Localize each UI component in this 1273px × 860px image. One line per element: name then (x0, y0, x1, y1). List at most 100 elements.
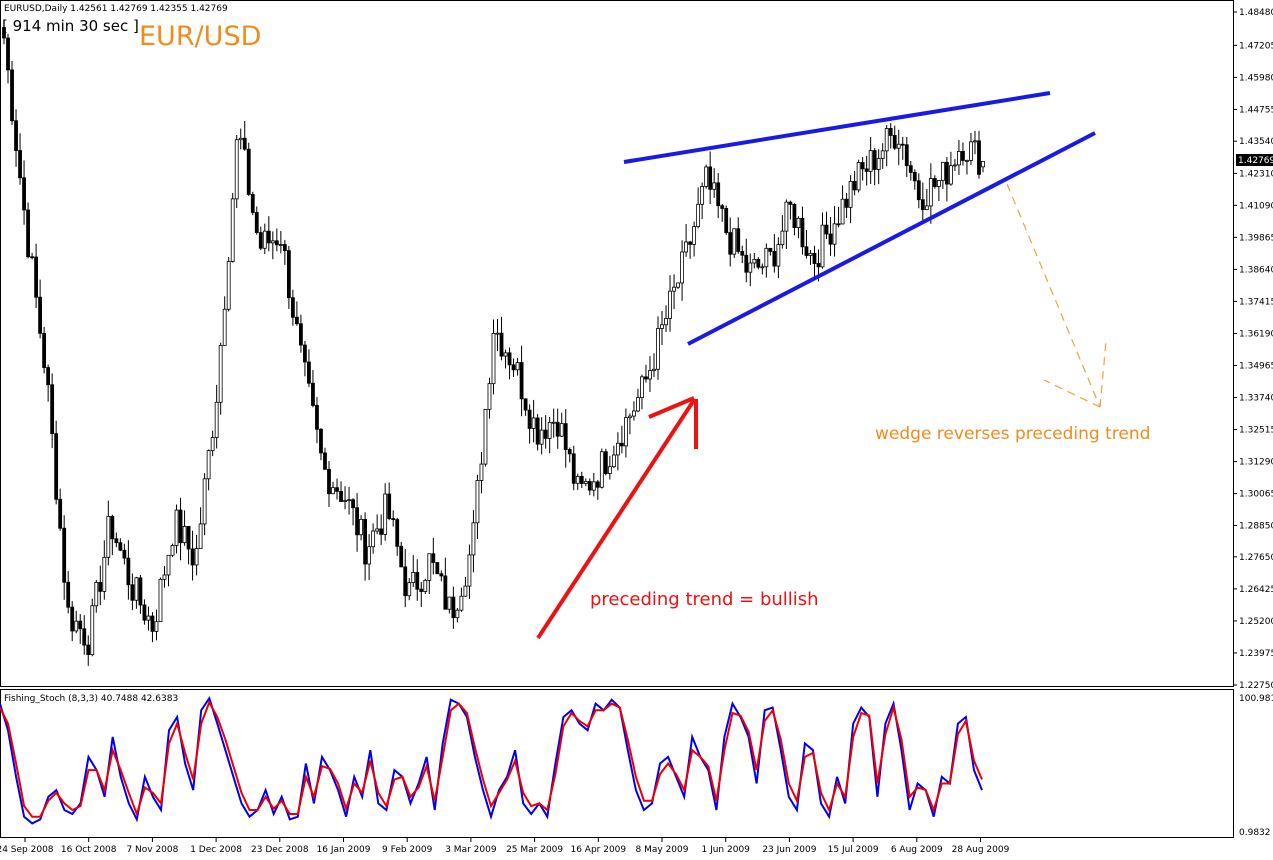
candle (965, 159, 969, 175)
candle (884, 125, 889, 167)
candle (772, 234, 777, 273)
candle (908, 160, 913, 181)
candle (820, 212, 825, 269)
candle (607, 455, 612, 480)
candle (138, 574, 143, 614)
x-tick-label: 1 Jun 2009 (701, 845, 750, 855)
candle (812, 245, 817, 279)
candle (961, 142, 965, 166)
candle (114, 532, 119, 548)
candle (567, 447, 572, 463)
candle (896, 129, 901, 166)
candle (359, 515, 363, 541)
candle (286, 245, 291, 309)
candle (920, 182, 925, 224)
candle (403, 548, 408, 608)
candle (503, 349, 508, 369)
candle (676, 282, 680, 289)
candle (704, 164, 709, 189)
y-tick-label: 1.22750 (1239, 681, 1273, 691)
candle (664, 305, 668, 333)
candle (844, 192, 849, 218)
candle (190, 530, 195, 581)
candle (367, 534, 372, 580)
forecast-arrow (1006, 183, 1107, 408)
candle (668, 275, 672, 332)
x-tick-label: 9 Feb 2009 (382, 845, 433, 855)
candle (732, 228, 737, 258)
candle (720, 203, 725, 222)
candle (290, 289, 295, 326)
candle (471, 510, 476, 573)
candle (274, 228, 279, 252)
candle (202, 473, 207, 536)
candle (266, 216, 271, 252)
candle (6, 33, 10, 84)
candle (515, 357, 520, 376)
y-tick-label: 1.39865 (1239, 233, 1273, 243)
candle (527, 404, 532, 444)
candle (788, 200, 793, 220)
candle (579, 471, 584, 489)
candle (435, 562, 440, 575)
candle (563, 409, 568, 468)
indicator-label: Fishing_Stoch (8,3,3) 40.7488 42.6383 (4, 694, 178, 704)
candle (748, 253, 753, 287)
candle (186, 526, 191, 565)
candle (2, 22, 6, 45)
timer-label: [ 914 min 30 sec ] (2, 17, 139, 35)
candle (122, 543, 127, 565)
candle (547, 417, 552, 454)
y-tick-label: 1.45980 (1239, 73, 1273, 83)
candle (335, 478, 339, 500)
candle (904, 137, 909, 178)
x-tick-label: 23 Dec 2008 (251, 845, 309, 855)
y-tick-label: 1.25200 (1239, 617, 1273, 627)
candle (599, 448, 604, 489)
candle (551, 408, 556, 438)
last-price-label: 1.42769 (1238, 156, 1273, 166)
x-tick-label: 1 Dec 2008 (190, 845, 242, 855)
indicator-max: 100.9810 (1239, 694, 1273, 704)
stoch-lines (0, 696, 983, 825)
candle (587, 478, 592, 496)
candle (499, 316, 504, 361)
indicator-min: 0.9832 (1239, 828, 1271, 838)
y-tick-label: 1.28850 (1239, 521, 1273, 531)
candle (383, 483, 388, 541)
candle (708, 151, 713, 205)
candle (583, 478, 588, 487)
y-tick-label: 1.48480 (1239, 8, 1273, 18)
candle (375, 514, 380, 535)
candle (804, 229, 809, 259)
candle (531, 399, 536, 443)
y-tick-label: 1.30065 (1239, 490, 1273, 500)
y-tick-label: 1.26425 (1239, 585, 1273, 595)
candle (740, 245, 745, 264)
x-tick-label: 25 Mar 2009 (506, 845, 563, 855)
candle (170, 543, 175, 557)
candle (86, 635, 91, 666)
price-axis: 1.48480 1.47205 1.45980 1.44755 1.43540 1.423… (1233, 8, 1273, 691)
x-tick-label: 6 Aug 2009 (891, 845, 943, 855)
candle (419, 581, 424, 607)
candle (523, 398, 528, 416)
candle (246, 142, 251, 196)
candle (800, 206, 805, 255)
candle (451, 586, 456, 629)
candle (876, 149, 881, 185)
candle (924, 188, 929, 211)
candle (214, 384, 219, 449)
candle (198, 507, 203, 550)
candle (672, 274, 676, 310)
candle (628, 413, 632, 435)
bullish-arrow (536, 396, 698, 640)
candle (82, 615, 87, 655)
candle (323, 447, 327, 470)
candle (371, 523, 376, 554)
last-price-box (1236, 154, 1273, 166)
candle (892, 125, 897, 151)
candle (928, 163, 933, 224)
candle (912, 169, 917, 190)
